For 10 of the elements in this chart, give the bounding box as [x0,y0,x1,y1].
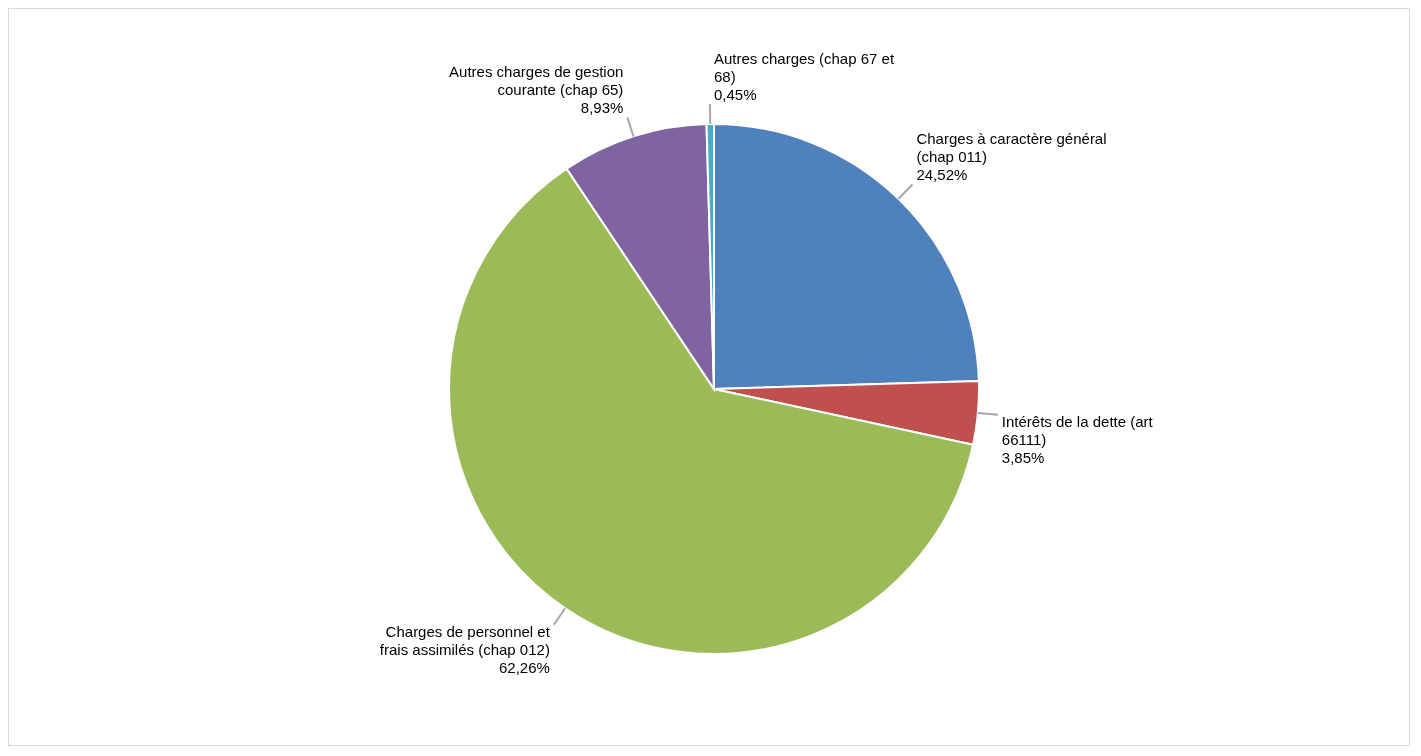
data-label: 0,45% [713,86,757,104]
data-label: 3,85% [1001,448,1045,466]
slice-label: Charges à caractère général (chap 011) [916,130,1107,166]
slice-label: Intérêts de la dette (art 66111) [1001,412,1154,448]
slice-label: Charges de personnel et frais assimilés (chap 012) [379,622,551,658]
data-label: 24,52% [916,166,968,184]
data-label: 8,93% [580,99,624,117]
data-label: 62,26% [499,658,550,676]
slice-label: Autres charges de gestion courante (chap 65) [449,63,624,99]
slice-label: Autres charges (chap 67 et 68) [713,50,895,86]
